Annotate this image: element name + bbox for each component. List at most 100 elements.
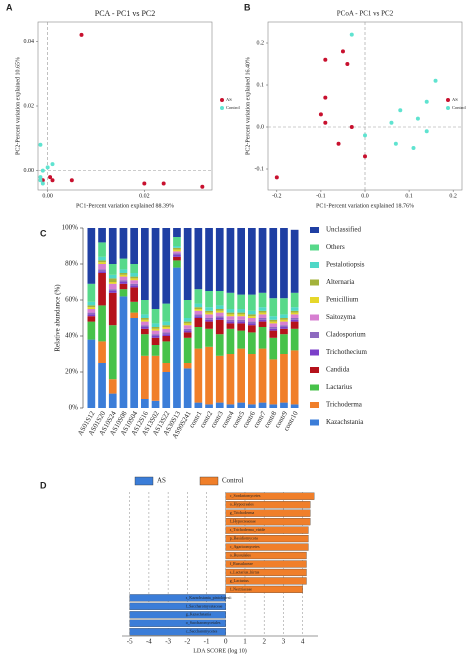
bar-segment: [108, 264, 117, 275]
x-tick-label: 0.1: [405, 193, 413, 199]
bar-segment: [119, 276, 128, 281]
bar-segment: [205, 312, 213, 315]
point: [38, 175, 43, 180]
bar-segment: [151, 337, 160, 345]
point: [424, 99, 429, 104]
point: [50, 178, 55, 183]
point: [323, 57, 328, 62]
bar-segment: [215, 318, 224, 320]
x-tick-label: 2: [262, 638, 266, 646]
point: [336, 141, 341, 146]
bar-segment: [247, 354, 256, 405]
bar-segment: [162, 341, 171, 363]
bar-segment: [280, 321, 288, 326]
bar-label: o_Saccharomycetales: [186, 620, 221, 625]
legend-label: Lactarius: [326, 383, 352, 391]
bar-segment: [290, 321, 299, 329]
bar-segment: [173, 255, 181, 257]
bar-segment: [194, 309, 203, 311]
point: [415, 116, 420, 121]
bar-segment: [162, 363, 171, 372]
bar-segment: [119, 273, 128, 275]
legend-label: Control: [222, 477, 243, 485]
bar-segment: [226, 321, 235, 324]
legend-swatch: [220, 98, 224, 102]
point: [40, 181, 45, 186]
bar: [225, 535, 309, 543]
bar-segment: [173, 246, 181, 248]
bar-segment: [173, 237, 181, 246]
bar-segment: [226, 316, 235, 320]
bar-segment: [173, 253, 181, 255]
bar-segment: [247, 316, 256, 318]
bar-label: g_Trichoderma: [230, 510, 255, 515]
bar-segment: [183, 228, 192, 300]
y-tick-label: 100%: [62, 224, 79, 232]
legend-label: Saitozyma: [326, 313, 356, 321]
bar-segment: [226, 354, 235, 405]
bar-segment: [98, 271, 106, 273]
bar-segment: [108, 282, 117, 284]
bar-segment: [183, 328, 192, 331]
bar-segment: [151, 309, 160, 324]
bar-segment: [108, 274, 117, 279]
bar-segment: [258, 321, 267, 327]
bar-segment: [194, 303, 203, 308]
bar-segment: [258, 318, 267, 320]
bar: [225, 560, 307, 568]
bar-segment: [269, 323, 278, 327]
bar-segment: [247, 323, 256, 326]
bar-segment: [290, 350, 299, 405]
x-axis-label: LDA SCORE (log 10): [193, 647, 247, 654]
point: [200, 184, 205, 189]
legend-swatch: [310, 244, 319, 251]
bar: [225, 492, 315, 500]
bar-segment: [290, 312, 299, 315]
y-axis-label: Relative abundance (%): [54, 284, 62, 352]
bar-segment: [269, 316, 278, 320]
bar-segment: [108, 325, 117, 380]
bar-segment: [237, 402, 246, 408]
bar: [129, 602, 226, 610]
bar-segment: [183, 330, 192, 333]
bar-segment: [280, 334, 288, 354]
point: [349, 32, 354, 37]
bar-segment: [151, 400, 160, 408]
legend-swatch: [310, 297, 319, 303]
bar-label: p_Basidiomycota: [230, 536, 258, 541]
bar-segment: [226, 292, 235, 309]
bar-label: f_Nectriaceae: [230, 586, 252, 591]
bar-segment: [194, 314, 203, 317]
point: [433, 78, 438, 83]
point: [274, 175, 279, 180]
bar: [129, 594, 226, 602]
legend-label: Control: [226, 105, 241, 110]
bar-segment: [108, 379, 117, 394]
bar-segment: [194, 327, 203, 349]
bar-segment: [258, 402, 267, 408]
point: [142, 181, 147, 186]
y-axis-label: PC2-Percent variation explained 16.40%: [245, 57, 251, 155]
bar-segment: [183, 332, 192, 338]
legend-swatch: [310, 279, 319, 286]
bar-segment: [119, 280, 128, 282]
bar: [225, 568, 307, 577]
bar-segment: [98, 228, 106, 243]
bar-segment: [237, 309, 246, 313]
bar-segment: [258, 348, 267, 403]
legend-label: AS: [452, 97, 458, 102]
bar-segment: [151, 336, 160, 338]
legend-label: Others: [326, 243, 345, 251]
bar-segment: [162, 328, 171, 333]
bar-segment: [269, 298, 278, 317]
bar-segment: [140, 334, 149, 356]
bar-segment: [130, 287, 139, 302]
x-tick-label: -4: [146, 638, 152, 646]
bar-segment: [98, 341, 106, 363]
bar-segment: [162, 303, 171, 322]
bar-segment: [215, 228, 224, 291]
bar-segment: [151, 330, 160, 335]
legend-swatch: [310, 349, 319, 356]
bar-segment: [280, 325, 288, 327]
bar-segment: [140, 328, 149, 335]
